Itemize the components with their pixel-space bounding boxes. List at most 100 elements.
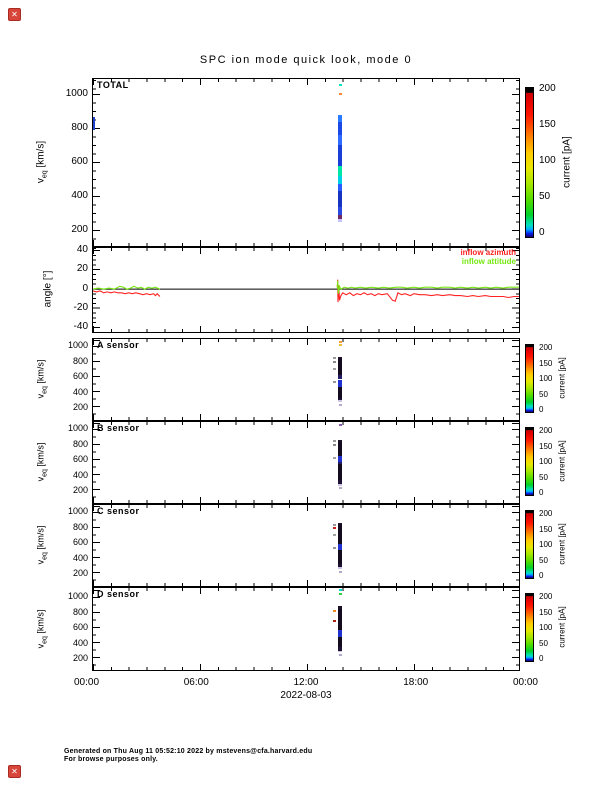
broken-image-icon: ✕ (8, 8, 21, 21)
data-mark (337, 176, 343, 184)
tick-label: 600 (72, 537, 88, 547)
tick-label: 1000 (67, 506, 88, 516)
tick-label: 200 (539, 343, 553, 352)
colorbar-title-total: current [pA] (561, 136, 573, 188)
panel-total: TOTAL (92, 78, 520, 247)
data-mark (337, 543, 343, 551)
axis-ticks (93, 497, 519, 503)
axis-ticks (93, 505, 96, 586)
tick-label: 600 (72, 454, 88, 464)
panel-label-total: TOTAL (97, 80, 129, 90)
data-mark (332, 360, 336, 363)
y-axis-title-d-sensor: veq [km/s] (35, 609, 49, 649)
data-mark (338, 340, 342, 343)
axis-ticks (93, 339, 519, 342)
tick-label: 40 (76, 244, 88, 255)
data-mark (338, 487, 342, 490)
data-mark (332, 547, 336, 550)
data-mark (337, 215, 343, 219)
colorbar-total (525, 87, 534, 238)
data-mark (332, 443, 336, 446)
data-mark (332, 523, 336, 526)
tick-label: 200 (539, 592, 553, 601)
data-mark (332, 440, 336, 443)
panel-label-c-sensor: C sensor (97, 506, 140, 516)
axis-ticks (93, 79, 96, 246)
tick-label: 150 (539, 607, 553, 617)
tick-label: 0 (539, 405, 544, 414)
data-mark (332, 609, 336, 612)
y-tick-labels-b-sensor: 1000 800 600 400 200 (38, 423, 88, 495)
tick-label: 800 (72, 521, 88, 532)
colorbar-tick-labels-d-sensor: 200 150 100 50 0 (539, 592, 552, 663)
colorbar-title-a-sensor: current [pA] (557, 357, 567, 399)
colorbar-title-b-sensor: current [pA] (557, 440, 567, 482)
tick-label: 200 (539, 83, 556, 94)
data-mark (337, 442, 343, 457)
panel-label-a-sensor: A sensor (97, 340, 140, 350)
data-mark (337, 564, 343, 567)
data-mark (337, 629, 343, 637)
axis-ticks (93, 422, 519, 425)
plot-area-a-sensor (93, 339, 519, 420)
plot-area-angle (93, 248, 519, 332)
tick-label: 100 (539, 374, 553, 383)
axis-ticks (516, 505, 519, 586)
panel-c-sensor: C sensor (92, 504, 520, 587)
data-mark (337, 456, 343, 462)
tick-label: 600 (72, 622, 88, 632)
tick-label: 1000 (65, 88, 88, 99)
axis-ticks (93, 583, 519, 586)
series-inflow-azimuth (336, 279, 519, 303)
y-axis-title-angle: angle [°] (42, 270, 54, 308)
colorbar-d-sensor (525, 593, 534, 662)
axis-ticks (93, 79, 519, 82)
tick-label: 800 (72, 355, 88, 366)
tick-label: 00:00 (74, 677, 100, 688)
axis-ticks (93, 339, 96, 420)
colorbar-tick-labels-c-sensor: 200 150 100 50 0 (539, 509, 552, 580)
axis-ticks (512, 79, 519, 246)
data-mark (332, 619, 336, 622)
data-mark (332, 533, 336, 536)
y-tick-labels-angle: 40 20 0 -20 -40 (38, 244, 88, 333)
angle-legend: inflow azimuth inflow attitude (460, 248, 516, 266)
data-mark (337, 400, 343, 403)
tick-label: 150 (539, 441, 553, 451)
axis-ticks (512, 339, 519, 420)
tick-label: 50 (539, 638, 548, 648)
tick-label: 200 (72, 485, 88, 495)
tick-label: 200 (71, 224, 88, 235)
tick-label: 1000 (67, 591, 88, 601)
y-axis-title-c-sensor: veq [km/s] (35, 525, 49, 565)
tick-label: 12:00 (293, 677, 319, 688)
data-mark (338, 592, 342, 595)
plot-area-d-sensor (93, 588, 519, 670)
tick-label: 150 (539, 358, 553, 368)
tick-label: 600 (72, 371, 88, 381)
tick-label: 100 (539, 155, 556, 166)
axis-ticks (93, 588, 100, 670)
data-mark (338, 92, 342, 95)
legend-entry: inflow attitude (461, 256, 516, 266)
series-inflow-attitude (336, 280, 519, 294)
tick-label: 600 (71, 156, 88, 167)
data-mark (337, 525, 343, 544)
y-tick-labels-total: 1000 800 600 400 200 (38, 88, 88, 236)
tick-label: 50 (539, 472, 548, 482)
tick-label: 200 (539, 426, 553, 435)
axis-ticks (516, 339, 519, 420)
axis-ticks (516, 79, 519, 246)
tick-label: 400 (72, 637, 88, 648)
data-mark (337, 650, 343, 653)
data-mark (338, 653, 342, 656)
series-inflow-attitude (93, 285, 161, 290)
tick-label: 400 (71, 190, 88, 201)
tick-label: 150 (539, 119, 556, 130)
data-mark (338, 423, 342, 426)
colorbar-c-sensor (525, 510, 534, 579)
axis-ticks (93, 580, 519, 586)
tick-label: 00:00 (512, 677, 538, 688)
tick-label: 0 (82, 282, 88, 294)
